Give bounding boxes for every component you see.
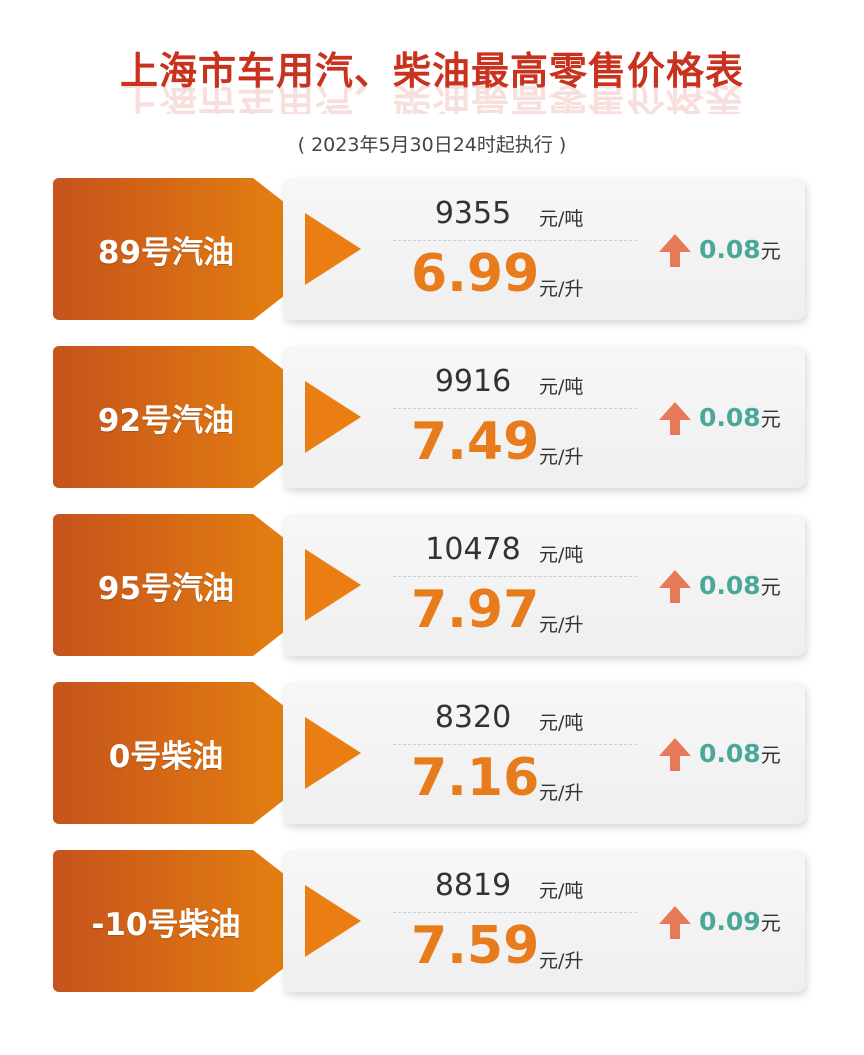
title-reflection: 上海市车用汽、柴油最高零售价格表 xyxy=(119,84,744,114)
change-unit: 元 xyxy=(760,239,781,263)
arrow-up-icon xyxy=(659,402,691,435)
price-row: -10号柴油 8819 元/吨 7.59 元/升 0.09元 xyxy=(53,850,805,992)
change-value: 0.09 xyxy=(699,907,761,936)
arrow-up-icon xyxy=(659,234,691,267)
divider xyxy=(393,912,637,913)
price-change: 0.08元 xyxy=(699,739,781,768)
price-per-ton: 9355 xyxy=(434,196,512,231)
change-value: 0.08 xyxy=(699,739,761,768)
unit-per-liter: 元/升 xyxy=(539,278,584,300)
price-card: 9916 元/吨 7.49 元/升 0.08元 xyxy=(283,346,805,488)
price-per-liter: 7.49 xyxy=(411,412,540,472)
triangle-pointer-icon xyxy=(305,885,361,957)
divider xyxy=(393,408,637,409)
divider xyxy=(393,576,637,577)
price-card: 10478 元/吨 7.97 元/升 0.08元 xyxy=(283,514,805,656)
change-value: 0.08 xyxy=(699,571,761,600)
price-row: 92号汽油 9916 元/吨 7.49 元/升 0.08元 xyxy=(53,346,805,488)
unit-per-ton: 元/吨 xyxy=(539,880,584,902)
price-change: 0.08元 xyxy=(699,571,781,600)
arrow-up-icon xyxy=(659,738,691,771)
divider xyxy=(393,240,637,241)
price-change: 0.08元 xyxy=(699,235,781,264)
triangle-pointer-icon xyxy=(305,717,361,789)
arrow-up-icon xyxy=(659,906,691,939)
triangle-pointer-icon xyxy=(305,549,361,621)
triangle-pointer-icon xyxy=(305,381,361,453)
price-per-ton: 9916 xyxy=(434,364,512,399)
price-per-liter: 6.99 xyxy=(411,244,540,304)
unit-per-ton: 元/吨 xyxy=(539,712,584,734)
triangle-pointer-icon xyxy=(305,213,361,285)
price-card: 8819 元/吨 7.59 元/升 0.09元 xyxy=(283,850,805,992)
price-card: 9355 元/吨 6.99 元/升 0.08元 xyxy=(283,178,805,320)
change-value: 0.08 xyxy=(699,235,761,264)
unit-per-liter: 元/升 xyxy=(539,614,584,636)
change-unit: 元 xyxy=(760,743,781,767)
price-row: 89号汽油 9355 元/吨 6.99 元/升 0.08元 xyxy=(53,178,805,320)
change-unit: 元 xyxy=(760,407,781,431)
unit-per-ton: 元/吨 xyxy=(539,376,584,398)
price-row: 95号汽油 10478 元/吨 7.97 元/升 0.08元 xyxy=(53,514,805,656)
divider xyxy=(393,744,637,745)
price-per-ton: 10478 xyxy=(425,532,521,567)
fuel-name: 0号柴油 xyxy=(53,682,289,824)
arrow-up-icon xyxy=(659,570,691,603)
fuel-name: 89号汽油 xyxy=(53,178,289,320)
price-per-liter: 7.97 xyxy=(411,580,540,640)
price-per-ton: 8819 xyxy=(434,868,512,903)
price-per-liter: 7.59 xyxy=(411,916,540,976)
page-title: 上海市车用汽、柴油最高零售价格表 xyxy=(119,49,744,93)
fuel-name: -10号柴油 xyxy=(53,850,289,992)
change-unit: 元 xyxy=(760,575,781,599)
change-value: 0.08 xyxy=(699,403,761,432)
price-row: 0号柴油 8320 元/吨 7.16 元/升 0.08元 xyxy=(53,682,805,824)
unit-per-liter: 元/升 xyxy=(539,782,584,804)
price-per-ton: 8320 xyxy=(434,700,512,735)
unit-per-ton: 元/吨 xyxy=(539,208,584,230)
unit-per-liter: 元/升 xyxy=(539,950,584,972)
unit-per-ton: 元/吨 xyxy=(539,544,584,566)
fuel-name: 92号汽油 xyxy=(53,346,289,488)
price-per-liter: 7.16 xyxy=(411,748,540,808)
unit-per-liter: 元/升 xyxy=(539,446,584,468)
price-change: 0.08元 xyxy=(699,403,781,432)
price-change: 0.09元 xyxy=(699,907,781,936)
price-card: 8320 元/吨 7.16 元/升 0.08元 xyxy=(283,682,805,824)
effective-date: ( 2023年5月30日24时起执行 ) xyxy=(297,134,567,156)
fuel-name: 95号汽油 xyxy=(53,514,289,656)
change-unit: 元 xyxy=(760,911,781,935)
